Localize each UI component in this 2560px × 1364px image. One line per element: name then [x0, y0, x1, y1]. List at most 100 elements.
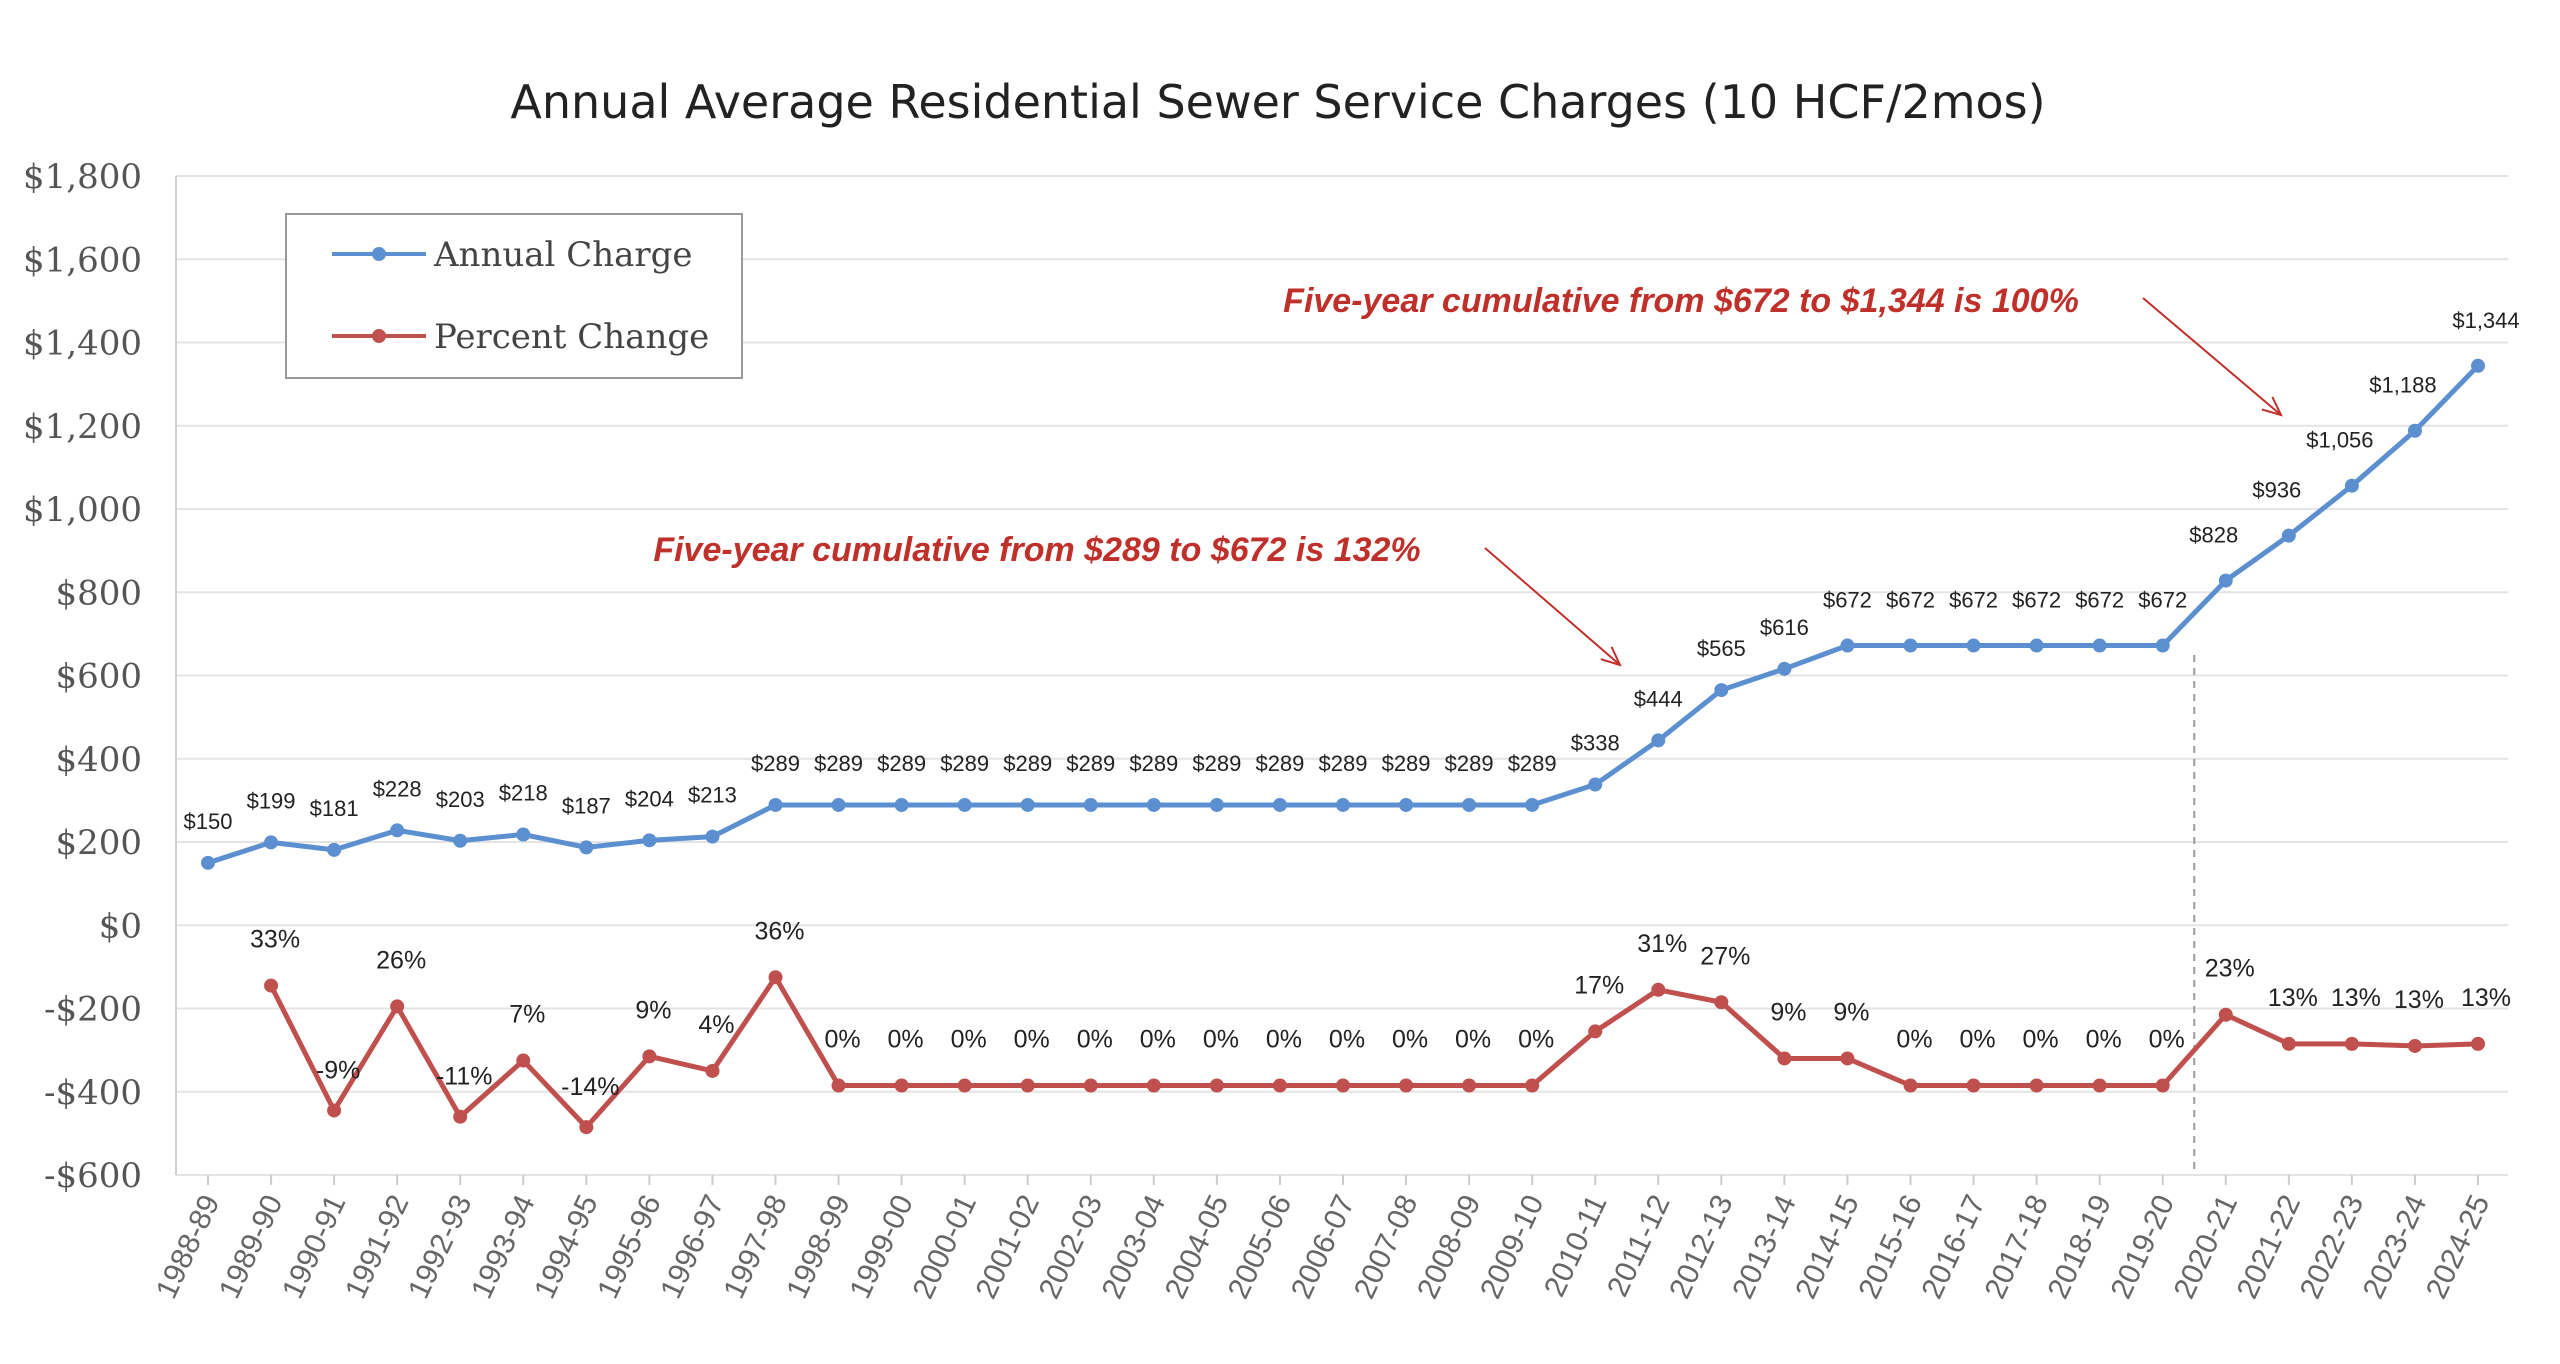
annual-charge-point	[894, 797, 909, 812]
annual-charge-point	[453, 833, 468, 848]
legend-box	[285, 213, 743, 379]
annual-charge-point	[1399, 797, 1414, 812]
annual-charge-label: $289	[1382, 751, 1431, 776]
y-tick-label: -$200	[44, 990, 142, 1030]
y-tick-label: -$600	[44, 1156, 142, 1196]
percent-change-label: 13%	[2461, 984, 2511, 1012]
legend-label-percent: Percent Change	[434, 317, 709, 357]
y-tick-label: $1,200	[23, 407, 142, 447]
y-axis: $1,800 $1,600 $1,400 $1,200 $1,000 $800 $600 $4…	[23, 157, 142, 1196]
percent-change-label: 0%	[1518, 1026, 1554, 1054]
percent-change-label: 33%	[250, 926, 300, 954]
percent-change-label: -9%	[316, 1056, 360, 1084]
annual-charge-point	[1777, 661, 1792, 676]
percent-change-point	[2344, 1036, 2359, 1051]
annual-charge-point	[579, 840, 594, 855]
annual-charge-label: $289	[1445, 751, 1494, 776]
annual-charge-label: $672	[1886, 588, 1935, 613]
percent-change-point	[2218, 1007, 2233, 1022]
annual-charge-label: $289	[1129, 751, 1178, 776]
percent-change-point	[1588, 1024, 1603, 1039]
percent-change-point	[2407, 1038, 2422, 1053]
y-tick-label: $400	[55, 740, 142, 780]
annual-charge-point	[1525, 797, 1540, 812]
annual-charge-point	[1020, 797, 1035, 812]
annual-charge-point	[2471, 358, 2485, 373]
percent-change-point	[1525, 1078, 1540, 1093]
percent-change-point	[1209, 1078, 1224, 1093]
percent-change-label: 0%	[1392, 1026, 1428, 1054]
percent-change-label: 0%	[1266, 1026, 1302, 1054]
percent-change-point	[2471, 1036, 2485, 1051]
annual-charge-label: $1,188	[2369, 373, 2436, 398]
annotations: Five-year cumulative from $289 to $672 i…	[653, 282, 2283, 667]
percent-change-point	[2029, 1078, 2044, 1093]
annual-charge-label: $936	[2252, 478, 2301, 503]
annual-charge-point	[1272, 797, 1287, 812]
percent-change-label: 9%	[1833, 998, 1869, 1026]
percent-change-label: 13%	[2268, 984, 2318, 1012]
percent-change-label: 23%	[2205, 955, 2255, 983]
annual-charge-point	[768, 797, 783, 812]
percent-change-label: 26%	[376, 946, 426, 974]
annual-charge-point	[2029, 638, 2044, 653]
y-tick-label: $1,800	[23, 157, 142, 197]
percent-change-point	[2155, 1078, 2170, 1093]
percent-change-label: 0%	[824, 1026, 860, 1054]
y-tick-label: -$400	[44, 1073, 142, 1113]
percent-change-label: 0%	[2149, 1026, 2185, 1054]
percent-change-label: 27%	[1700, 942, 1750, 970]
percent-change-point	[894, 1078, 909, 1093]
percent-change-label: 0%	[1329, 1026, 1365, 1054]
annual-charge-label: $150	[184, 809, 233, 834]
percent-change-point	[1462, 1078, 1477, 1093]
annual-charge-label: $228	[373, 776, 422, 801]
percent-change-label: -11%	[436, 1063, 493, 1091]
percent-change-point	[2281, 1036, 2296, 1051]
annual-charge-point	[1651, 733, 1666, 748]
annual-charge-point	[1966, 638, 1981, 653]
annual-charge-label: $289	[751, 751, 800, 776]
annotation-arrow-head	[2261, 396, 2283, 417]
annual-charge-label: $289	[877, 751, 926, 776]
annual-charge-label: $1,344	[2452, 308, 2519, 333]
percent-change-label: 9%	[1770, 998, 1806, 1026]
percent-change-label: 0%	[2086, 1026, 2122, 1054]
annual-charge-label: $672	[1949, 588, 1998, 613]
percent-change-point	[1399, 1078, 1414, 1093]
percent-change-point	[390, 999, 405, 1014]
y-tick-label: $0	[99, 906, 142, 946]
percent-change-point	[2092, 1078, 2107, 1093]
percent-change-label: 0%	[1896, 1026, 1932, 1054]
annual-charge-label: $218	[499, 781, 548, 806]
percent-change-point	[1840, 1051, 1855, 1066]
annual-charge-label: $289	[814, 751, 863, 776]
y-tick-label: $1,600	[23, 240, 142, 280]
percent-change-label: 0%	[951, 1026, 987, 1054]
percent-change-label: 0%	[1014, 1026, 1050, 1054]
annual-charge-label: $289	[1066, 751, 1115, 776]
annual-charge-point	[1083, 797, 1098, 812]
legend-marker-annual	[372, 247, 386, 261]
annotation-arrow-line	[1484, 547, 1621, 666]
annual-charge-point	[1903, 638, 1918, 653]
annual-charge-label: $187	[562, 793, 611, 818]
annual-charge-label: $616	[1760, 615, 1809, 640]
annual-charge-label: $672	[2012, 588, 2061, 613]
legend: Annual Charge Percent Change	[285, 213, 743, 379]
percent-change-point	[642, 1049, 657, 1064]
legend-marker-percent	[372, 329, 386, 343]
percent-change-point	[516, 1053, 531, 1068]
percent-change-point	[768, 970, 783, 985]
annual-charge-point	[390, 823, 405, 838]
percent-change-label: 0%	[888, 1026, 924, 1054]
annual-charge-point	[705, 829, 720, 844]
annual-charge-point	[327, 842, 342, 857]
annual-charge-label: $444	[1634, 686, 1683, 711]
percent-change-point	[1714, 995, 1729, 1010]
annual-charge-label: $289	[1192, 751, 1241, 776]
percent-change-label: 0%	[1203, 1026, 1239, 1054]
annual-charge-point	[516, 827, 531, 842]
percent-change-point	[1083, 1078, 1098, 1093]
